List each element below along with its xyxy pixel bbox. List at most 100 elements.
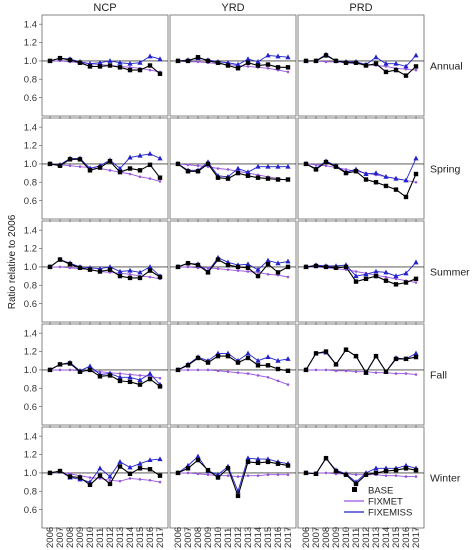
x-tick-label: 2016 — [401, 527, 412, 548]
base-point — [87, 64, 93, 69]
base-point — [185, 169, 191, 174]
fixmet-point — [108, 478, 112, 482]
base-point — [215, 60, 221, 65]
fixemiss-point — [245, 350, 251, 356]
base-point — [313, 471, 319, 477]
fixemiss-point — [147, 151, 153, 156]
base-point — [67, 57, 73, 63]
fixemiss-point — [147, 264, 153, 269]
legend-label: BASE — [368, 486, 393, 497]
series-line-fixmet — [49, 471, 161, 483]
base-point — [245, 355, 251, 361]
base-point — [185, 466, 191, 471]
base-point — [67, 261, 73, 267]
base-point — [157, 274, 163, 280]
x-tick-label: 2013 — [115, 527, 126, 548]
fixmet-point — [206, 473, 210, 477]
y-tick-label: 1.2 — [24, 347, 37, 358]
base-point — [107, 373, 113, 378]
series-line-fixmet — [306, 472, 416, 478]
base-point — [265, 62, 271, 67]
fixemiss-point — [127, 154, 133, 160]
fixemiss-point — [255, 266, 261, 272]
fixemiss-point — [147, 53, 153, 59]
base-point — [67, 157, 73, 162]
panel-frame — [41, 220, 169, 323]
fixmet-point — [256, 474, 260, 477]
base-point — [137, 67, 143, 73]
base-point — [137, 168, 143, 173]
fixmet-point — [324, 164, 328, 168]
fixmet-point — [414, 180, 418, 184]
x-tick-label: 2017 — [411, 527, 422, 548]
base-point — [97, 269, 103, 274]
base-point — [333, 58, 339, 64]
x-tick-label: 2015 — [263, 527, 274, 548]
fixmet-point — [158, 480, 162, 484]
fixmet-point — [404, 67, 408, 71]
base-point — [255, 273, 261, 279]
fixmet-point — [286, 383, 290, 386]
fixemiss-point — [373, 465, 379, 471]
base-point — [77, 157, 83, 162]
fixmet-point — [128, 272, 132, 276]
x-tick-label: 2011 — [95, 528, 106, 548]
panel-yrd-fall — [169, 323, 297, 428]
series-line-fixemiss — [305, 261, 417, 277]
fixmet-point — [324, 471, 328, 475]
panel-ncp-annual: 0.6 0.8 1.0 1.2 1.4 — [24, 14, 169, 119]
base-point — [383, 69, 389, 75]
base-point — [147, 162, 153, 168]
fixmet-point — [246, 372, 250, 375]
fixemiss-point — [137, 460, 143, 466]
fixemiss-point — [393, 60, 399, 66]
fixemiss-point — [117, 268, 123, 274]
fixmet-point — [414, 281, 418, 284]
base-point — [313, 167, 319, 172]
series-group-yrd-winter — [175, 453, 291, 499]
base-point — [323, 264, 329, 270]
base-point — [413, 276, 419, 282]
base-point — [175, 58, 181, 64]
base-point — [303, 161, 309, 167]
base-point — [215, 475, 221, 480]
base-point — [117, 65, 123, 70]
fixemiss-point — [285, 54, 291, 60]
base-point — [413, 64, 419, 69]
row-title-annual: Annual — [430, 61, 463, 73]
series-line-fixmet — [50, 369, 161, 379]
base-point — [77, 60, 83, 65]
base-point — [175, 161, 181, 167]
base-point — [205, 360, 211, 365]
x-tick-label: 2009 — [203, 527, 214, 548]
fixmet-point — [118, 479, 122, 483]
base-point — [205, 161, 211, 167]
fixmet-point — [78, 165, 82, 168]
base-point — [363, 472, 369, 477]
fixemiss-point — [403, 63, 409, 69]
base-point — [195, 457, 201, 463]
fixemiss-point — [373, 170, 379, 176]
base-point — [147, 467, 153, 472]
base-point — [47, 367, 53, 373]
base-point — [225, 353, 231, 359]
fixemiss-point — [245, 261, 251, 267]
y-tick-label: 1.4 — [24, 225, 37, 236]
base-point — [313, 58, 319, 64]
base-point — [185, 261, 191, 266]
series-group-prd-annual — [303, 51, 419, 78]
series-line-fixmet — [177, 60, 289, 73]
fixemiss-point — [195, 453, 201, 459]
series-line-base — [178, 56, 288, 69]
series-group-yrd-annual — [175, 52, 291, 74]
panel-frame — [297, 323, 425, 426]
fixmet-point — [216, 267, 220, 271]
series-line-base — [306, 54, 417, 77]
base-point — [303, 58, 309, 64]
base-point — [275, 270, 281, 275]
fixmet-point — [138, 374, 142, 377]
y-tick-label: 1.4 — [24, 19, 37, 30]
fixmet-point — [196, 368, 200, 372]
base-point — [393, 67, 399, 73]
fixemiss-point — [255, 456, 261, 462]
